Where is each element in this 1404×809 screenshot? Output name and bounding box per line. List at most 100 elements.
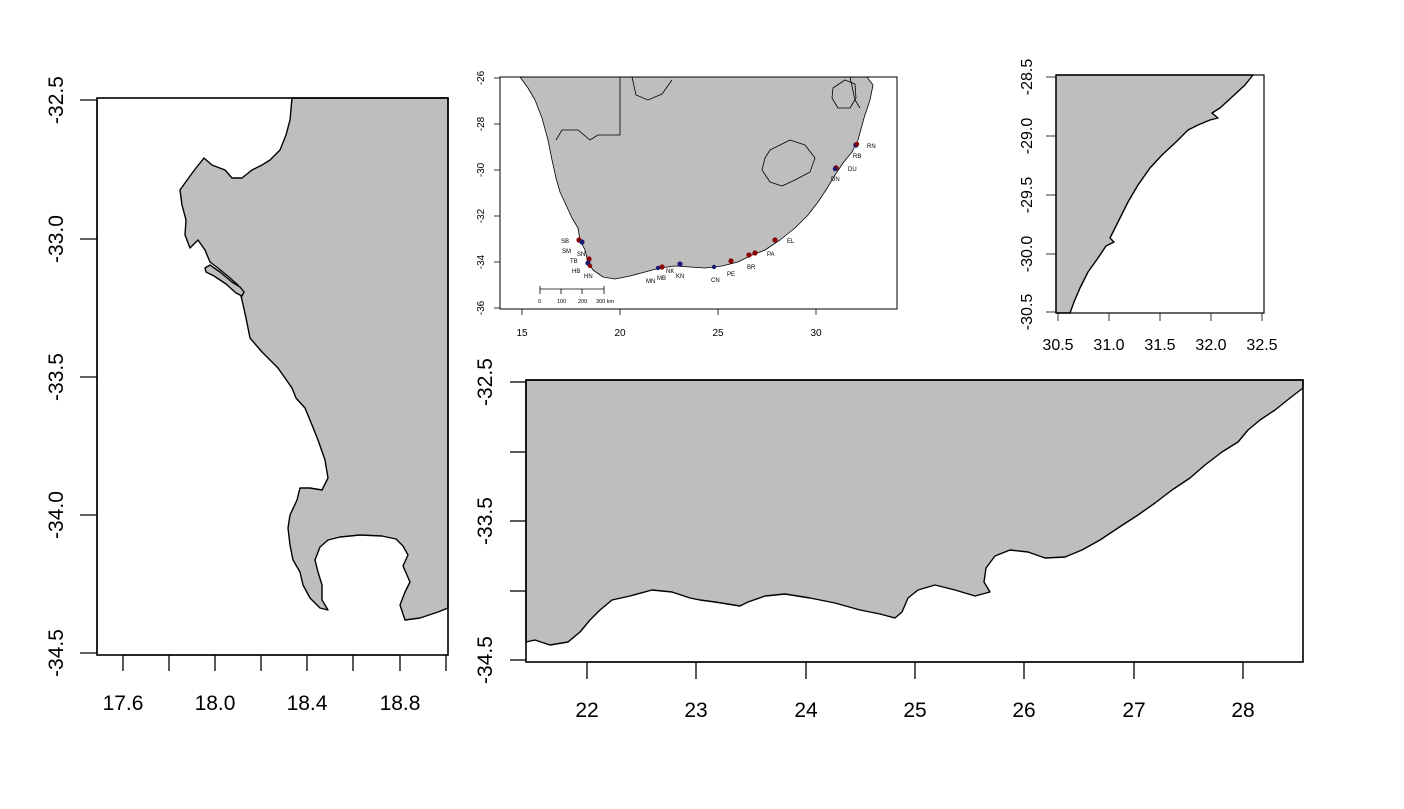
south-x-tick-label: 26 — [1012, 699, 1035, 722]
site-marker — [752, 250, 758, 256]
south-x-tick-label: 22 — [575, 699, 598, 722]
site-label: MB — [657, 276, 666, 282]
site-marker — [586, 256, 592, 262]
south-y-tick-label: -33.5 — [474, 497, 497, 545]
overview-y-tick-label: -28 — [476, 116, 487, 131]
site-label: EL — [787, 239, 795, 245]
south-x-tick-label: 24 — [794, 699, 818, 722]
south-x-tick-label: 27 — [1122, 699, 1145, 722]
overview-x-tick-label: 15 — [516, 328, 528, 339]
cape-x-tick-label: 18.8 — [380, 692, 421, 715]
overview-x-tick-label: 20 — [614, 328, 626, 339]
site-label: CN — [711, 278, 720, 284]
overview-y-tick-label: -30 — [476, 162, 487, 177]
site-label: BR — [747, 265, 756, 271]
site-label: RB — [853, 154, 861, 160]
overview-y-tick-label: -32 — [476, 208, 487, 223]
kzn-y-tick-label: -30.5 — [1019, 294, 1036, 331]
kzn-x-tick-label: 31.0 — [1093, 337, 1124, 354]
site-marker — [772, 237, 778, 243]
south-y-tick-label: -32.5 — [474, 358, 497, 406]
site-label: MN — [646, 279, 655, 285]
south-coast-landmass — [525, 379, 1304, 646]
eswatini-outline — [831, 79, 857, 109]
scale-label: 0 — [538, 299, 541, 305]
south-y-tick-label: -34.5 — [474, 636, 497, 684]
cape-peninsula-x-axis: 17.6 18.0 18.4 18.8 — [103, 654, 447, 715]
south-coast-y-axis: -32.5 -33.5 -34.5 — [474, 358, 526, 684]
site-label: SN — [577, 252, 585, 258]
kzn-x-axis: 30.5 31.0 31.5 32.0 32.5 — [1042, 312, 1278, 354]
south-coast-x-axis: 22 23 24 25 26 27 28 — [575, 661, 1255, 722]
site-label: PE — [727, 272, 735, 278]
cape-x-tick-label: 17.6 — [103, 692, 144, 715]
cape-y-tick-label: -34.0 — [45, 491, 68, 539]
site-labels: RN RB DU DN EL PA BR PE CN KN NK MB MN S… — [561, 144, 876, 285]
site-marker — [655, 265, 661, 271]
overview-y-tick-label: -26 — [476, 70, 487, 85]
cape-y-tick-label: -34.5 — [45, 629, 68, 677]
site-label: SB — [561, 239, 569, 245]
panel-kzn-coast: 30.5 31.0 31.5 32.0 32.5 -28.5 -29.0 -29… — [1019, 59, 1278, 354]
overview-x-axis: 15 20 25 30 — [516, 309, 822, 339]
south-x-tick-label: 25 — [903, 699, 926, 722]
kzn-x-tick-label: 32.0 — [1195, 337, 1226, 354]
site-marker — [579, 239, 585, 245]
kzn-y-tick-label: -29.5 — [1019, 177, 1036, 214]
border-line — [555, 76, 861, 141]
site-label: DU — [848, 167, 857, 173]
scale-label: 100 — [557, 299, 566, 305]
kzn-landmass — [1055, 74, 1254, 314]
site-marker — [677, 261, 683, 267]
site-marker — [711, 264, 717, 270]
site-label: TB — [570, 259, 578, 265]
south-x-tick-label: 23 — [684, 699, 707, 722]
panel-cape-peninsula: 17.6 18.0 18.4 18.8 -32.5 -33.0 -33.5 -3… — [45, 76, 449, 715]
site-marker — [728, 258, 734, 264]
kzn-x-tick-label: 32.5 — [1246, 337, 1277, 354]
site-label: RN — [867, 144, 876, 150]
site-label: HN — [584, 274, 593, 280]
overview-y-tick-label: -34 — [476, 254, 487, 269]
cape-peninsula-y-axis: -32.5 -33.0 -33.5 -34.0 -34.5 — [45, 76, 98, 677]
site-marker — [659, 264, 665, 270]
overview-y-axis: -26 -28 -30 -32 -34 -36 — [476, 70, 500, 315]
cape-y-tick-label: -33.5 — [45, 353, 68, 401]
site-label: NK — [666, 269, 674, 275]
site-label: DN — [831, 177, 840, 183]
panel-south-coast: 22 23 24 25 26 27 28 -32.5 -33.5 -34.5 — [474, 358, 1304, 722]
sample-sites — [576, 141, 860, 271]
overview-x-tick-label: 30 — [810, 328, 822, 339]
cape-y-tick-label: -32.5 — [45, 76, 68, 124]
lesotho-outline — [761, 139, 816, 187]
site-marker — [587, 263, 593, 269]
south-x-tick-label: 28 — [1231, 699, 1254, 722]
site-label: HB — [572, 269, 580, 275]
site-marker — [832, 166, 838, 172]
cape-x-tick-label: 18.4 — [287, 692, 328, 715]
site-marker — [854, 141, 860, 147]
kzn-x-tick-label: 30.5 — [1042, 337, 1073, 354]
cape-x-tick-label: 18.0 — [195, 692, 236, 715]
southern-africa-landmass — [519, 76, 874, 280]
scale-label: 300 km — [596, 299, 614, 305]
panel-overview: RN RB DU DN EL PA BR PE CN KN NK MB MN S… — [476, 70, 898, 339]
overview-x-tick-label: 25 — [712, 328, 724, 339]
overview-frame — [499, 76, 898, 310]
scale-bar: 0 100 200 300 km — [538, 286, 614, 305]
site-label: SM — [562, 249, 571, 255]
cape-peninsula-landmass — [179, 97, 449, 621]
kzn-y-axis: -28.5 -29.0 -29.5 -30.0 -30.5 — [1019, 59, 1056, 331]
site-marker — [746, 252, 752, 258]
kzn-y-tick-label: -28.5 — [1019, 59, 1036, 96]
site-label: KN — [676, 274, 684, 280]
kzn-y-tick-label: -29.0 — [1019, 118, 1036, 155]
site-label: PA — [767, 252, 775, 258]
kzn-x-tick-label: 31.5 — [1144, 337, 1175, 354]
kzn-y-tick-label: -30.0 — [1019, 236, 1036, 273]
overview-y-tick-label: -36 — [476, 300, 487, 315]
scale-label: 200 — [578, 299, 587, 305]
cape-y-tick-label: -33.0 — [45, 215, 68, 263]
cape-peninsula-island — [204, 264, 245, 297]
